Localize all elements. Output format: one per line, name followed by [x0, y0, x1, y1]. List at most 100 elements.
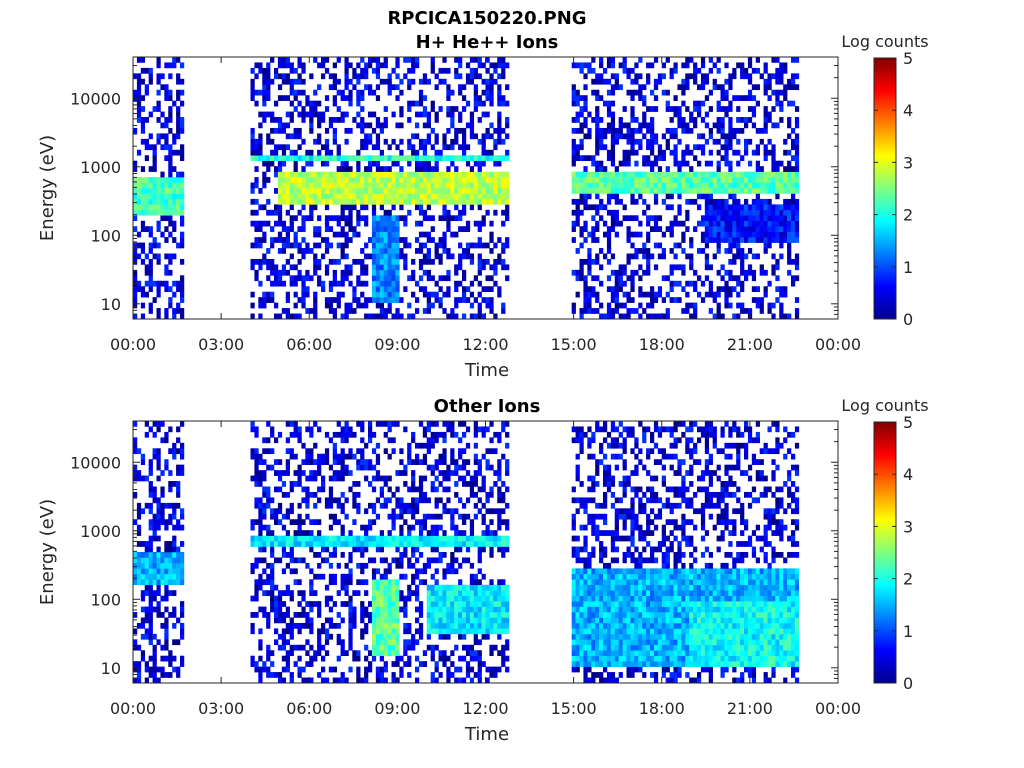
spectrogram-cell: [375, 182, 381, 189]
x-tick-label: 09:00: [374, 335, 420, 354]
spectrogram-cell: [747, 220, 753, 227]
spectrogram-cell: [395, 122, 400, 129]
spectrogram-cell: [430, 442, 435, 449]
spectrogram-cell: [140, 622, 146, 629]
spectrogram-cell: [728, 237, 733, 243]
spectrogram-cell: [587, 127, 592, 134]
spectrogram-cell: [262, 546, 267, 553]
spectrogram-cell: [595, 166, 600, 172]
spectrogram-cell: [270, 584, 275, 591]
spectrogram-cell: [650, 166, 655, 172]
spectrogram-cell: [281, 122, 287, 129]
spectrogram-cell: [653, 182, 659, 189]
spectrogram-cell: [653, 84, 659, 91]
spectrogram-cell: [669, 117, 674, 123]
spectrogram-cell: [485, 188, 490, 194]
spectrogram-cell: [579, 155, 584, 162]
spectrogram-cell: [505, 209, 510, 216]
spectrogram-cell: [305, 677, 310, 684]
spectrogram-cell: [454, 198, 459, 205]
spectrogram-cell: [340, 95, 345, 101]
spectrogram-cell: [740, 302, 745, 309]
spectrogram-cell: [399, 530, 404, 536]
spectrogram-cell: [328, 475, 334, 482]
spectrogram-cell: [305, 95, 310, 101]
spectrogram-cell: [364, 67, 369, 74]
spectrogram-cell: [418, 171, 424, 178]
spectrogram-cell: [144, 193, 149, 200]
spectrogram-cell: [332, 573, 337, 580]
spectrogram-cell: [458, 89, 463, 96]
spectrogram-cell: [469, 188, 475, 194]
spectrogram-cell: [281, 617, 287, 624]
spectrogram-cell: [364, 672, 369, 678]
spectrogram-cell: [262, 237, 267, 243]
spectrogram-cell: [442, 188, 447, 194]
spectrogram-cell: [176, 666, 181, 673]
spectrogram-cell: [281, 628, 287, 635]
spectrogram-cell: [309, 453, 314, 460]
spectrogram-cell: [587, 171, 592, 178]
spectrogram-cell: [614, 193, 619, 200]
spectrogram-cell: [430, 546, 435, 553]
spectrogram-cell: [677, 160, 682, 167]
spectrogram-cell: [606, 237, 612, 243]
spectrogram-cell: [340, 431, 345, 438]
spectrogram-cell: [176, 73, 181, 80]
spectrogram-cell: [270, 552, 275, 558]
spectrogram-cell: [771, 177, 776, 183]
spectrogram-cell: [399, 253, 404, 260]
spectrogram-cell: [258, 508, 263, 515]
spectrogram-cell: [136, 177, 142, 183]
spectrogram-cell: [352, 431, 357, 438]
spectrogram-cell: [426, 182, 431, 189]
spectrogram-cell: [395, 171, 400, 178]
spectrogram-cell: [728, 193, 733, 200]
spectrogram-cell: [379, 198, 384, 205]
spectrogram-cell: [571, 302, 576, 309]
spectrogram-cell: [438, 106, 443, 112]
spectrogram-cell: [426, 117, 431, 123]
spectrogram-cell: [172, 133, 177, 140]
spectrogram-cell: [704, 226, 710, 232]
spectrogram-cell: [136, 644, 142, 651]
spectrogram-cell: [418, 601, 424, 607]
spectrogram-cell: [281, 552, 287, 558]
spectrogram-cell: [595, 188, 600, 194]
spectrogram-cell: [348, 612, 353, 618]
spectrogram-cell: [681, 100, 686, 107]
spectrogram-cell: [438, 275, 443, 282]
spectrogram-cell: [160, 579, 165, 586]
spectrogram-cell: [403, 502, 408, 509]
spectrogram-cell: [176, 302, 181, 309]
spectrogram-cell: [133, 552, 138, 558]
spectrogram-cell: [450, 182, 455, 189]
spectrogram-cell: [328, 198, 334, 205]
spectrogram-cell: [328, 73, 334, 80]
spectrogram-cell: [336, 171, 341, 178]
spectrogram-cell: [771, 253, 776, 260]
spectrogram-cell: [716, 177, 721, 183]
spectrogram-cell: [430, 193, 435, 200]
spectrogram-cell: [583, 280, 588, 287]
spectrogram-cell: [281, 62, 287, 69]
spectrogram-cell: [759, 226, 764, 232]
spectrogram-cell: [136, 253, 142, 260]
spectrogram-cell: [352, 612, 357, 618]
spectrogram-cell: [622, 155, 627, 162]
spectrogram-cell: [379, 573, 384, 580]
spectrogram-cell: [646, 204, 651, 211]
spectrogram-cell: [164, 209, 169, 216]
spectrogram-cell: [415, 182, 420, 189]
spectrogram-cell: [595, 122, 600, 129]
spectrogram-cell: [313, 231, 318, 238]
spectrogram-cell: [324, 535, 330, 542]
spectrogram-cell: [477, 155, 482, 162]
spectrogram-cell: [262, 535, 267, 542]
spectrogram-cell: [277, 275, 283, 282]
spectrogram-cell: [434, 248, 439, 254]
spectrogram-cell: [180, 204, 185, 211]
spectrogram-cell: [258, 644, 263, 651]
spectrogram-cell: [144, 590, 149, 596]
spectrogram-cell: [740, 67, 745, 74]
